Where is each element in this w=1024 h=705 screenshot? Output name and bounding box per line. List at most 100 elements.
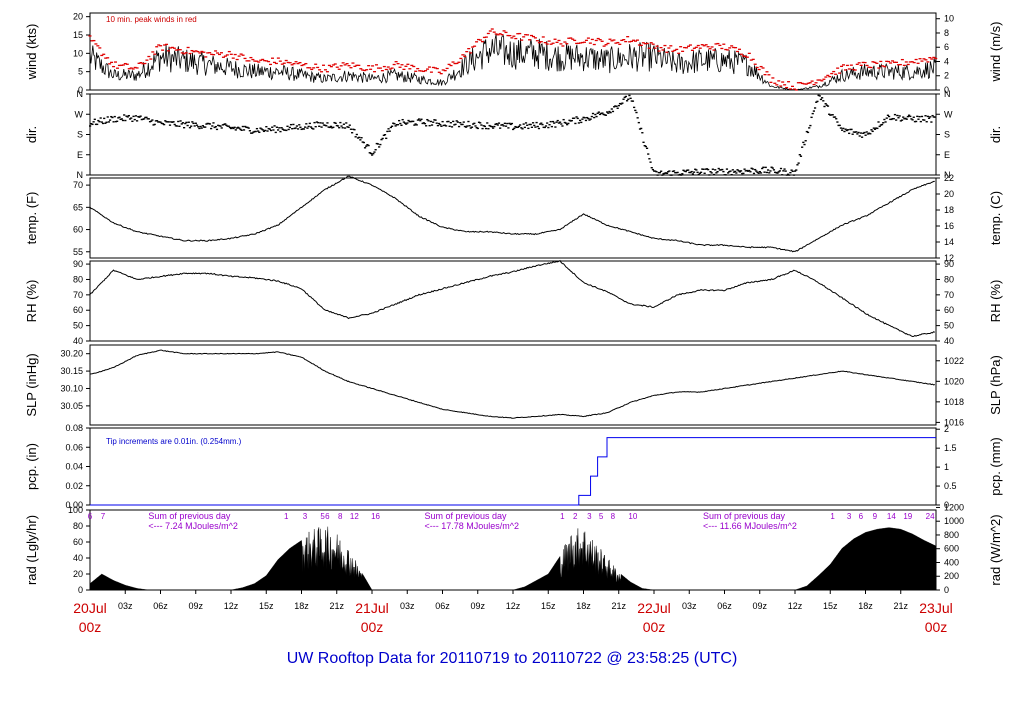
time-axis: 03z 06z 09z 12z 15z 18z 21z 03z 06z 09z 12z 15z 18z 2…	[73, 590, 953, 635]
gust-marker	[800, 82, 804, 85]
dir-point	[372, 152, 375, 155]
dir-point	[567, 122, 570, 125]
dir-point	[253, 130, 256, 133]
dir-point	[446, 120, 449, 123]
dir-point	[239, 128, 242, 131]
dir-point	[535, 121, 538, 124]
gust-marker	[184, 52, 188, 54]
gust-marker	[624, 40, 628, 43]
dir-point	[362, 141, 365, 144]
dir-point	[734, 170, 737, 173]
time-tick-label: 03z	[682, 601, 697, 611]
rad-hour-label: 8	[611, 512, 616, 521]
dir-point	[318, 125, 321, 127]
gust-marker	[110, 61, 114, 64]
dir-point	[352, 128, 355, 131]
dir-point	[777, 171, 780, 173]
gust-marker	[331, 64, 335, 66]
gust-marker	[114, 61, 118, 63]
gust-marker	[445, 67, 449, 70]
dir-point	[795, 169, 798, 171]
dir-point	[351, 132, 354, 134]
gust-marker	[559, 43, 563, 45]
dir-point	[257, 130, 260, 132]
dir-point	[602, 113, 605, 116]
dir-point	[783, 168, 786, 170]
dir-point	[388, 130, 391, 132]
gust-marker	[736, 50, 740, 53]
dir-point	[233, 126, 236, 129]
dir-point	[695, 169, 698, 171]
dir-point	[183, 126, 186, 129]
dir-point	[578, 119, 582, 122]
gust-marker	[231, 57, 235, 59]
dir-point	[112, 121, 115, 123]
dir-point	[160, 122, 163, 125]
dir-point	[501, 123, 504, 126]
dir-point	[502, 125, 505, 127]
dir-point	[477, 121, 481, 124]
dir-point	[387, 128, 390, 130]
gust-marker	[178, 49, 182, 51]
dir-point	[151, 119, 154, 121]
ytick-label-right: 400	[944, 557, 959, 567]
dir-point	[848, 132, 851, 135]
dir-point	[764, 166, 767, 169]
dir-point	[649, 161, 652, 163]
gust-marker	[555, 41, 559, 43]
dir-point	[623, 96, 626, 99]
gust-marker	[747, 52, 751, 54]
dir-point	[225, 124, 228, 127]
gust-marker	[596, 37, 600, 40]
dir-point	[694, 168, 697, 170]
gust-marker	[435, 67, 439, 70]
dir-point	[390, 125, 394, 127]
dir-point	[698, 172, 702, 174]
dir-point	[373, 151, 376, 153]
dir-point	[570, 119, 573, 122]
dir-point	[192, 122, 195, 125]
gust-marker	[883, 66, 887, 68]
dir-point	[527, 127, 530, 130]
date-label: 21Jul	[355, 600, 388, 616]
dir-point	[314, 125, 317, 128]
gust-marker	[253, 60, 257, 62]
dir-point	[432, 121, 435, 123]
gust-marker	[686, 45, 690, 47]
gust-marker	[598, 39, 602, 41]
gust-marker	[700, 44, 704, 46]
gust-marker	[459, 57, 463, 60]
dir-point	[347, 126, 350, 129]
dir-point	[187, 121, 190, 123]
dir-point	[707, 168, 710, 171]
dir-point	[334, 122, 337, 124]
gust-marker	[102, 53, 106, 55]
gust-marker	[465, 50, 469, 53]
gust-marker	[347, 65, 351, 67]
dir-point	[237, 126, 240, 129]
date-hour-label: 00z	[79, 619, 102, 635]
gust-marker	[165, 43, 169, 46]
gust-marker	[632, 39, 636, 41]
dir-point	[797, 162, 800, 164]
dir-point	[665, 172, 669, 174]
dir-point	[201, 125, 204, 127]
dir-point	[569, 120, 572, 122]
gust-marker	[761, 67, 765, 69]
ytick-label-right: 10	[944, 14, 954, 24]
dir-point	[245, 126, 248, 129]
gust-marker	[718, 44, 722, 47]
ytick-label-left: 100	[68, 505, 83, 515]
rad-hour-label: 5	[599, 512, 604, 521]
ytick-label-left: W	[75, 109, 84, 119]
dir-point	[718, 169, 721, 171]
date-label: 23Jul	[919, 600, 952, 616]
gust-marker	[294, 61, 298, 63]
dir-point	[185, 121, 188, 124]
dir-point	[174, 125, 177, 127]
dir-point	[781, 174, 784, 176]
gust-marker	[722, 43, 726, 45]
gust-marker	[516, 33, 520, 35]
ylabel-left: RH (%)	[24, 280, 39, 323]
dir-point	[529, 123, 532, 126]
